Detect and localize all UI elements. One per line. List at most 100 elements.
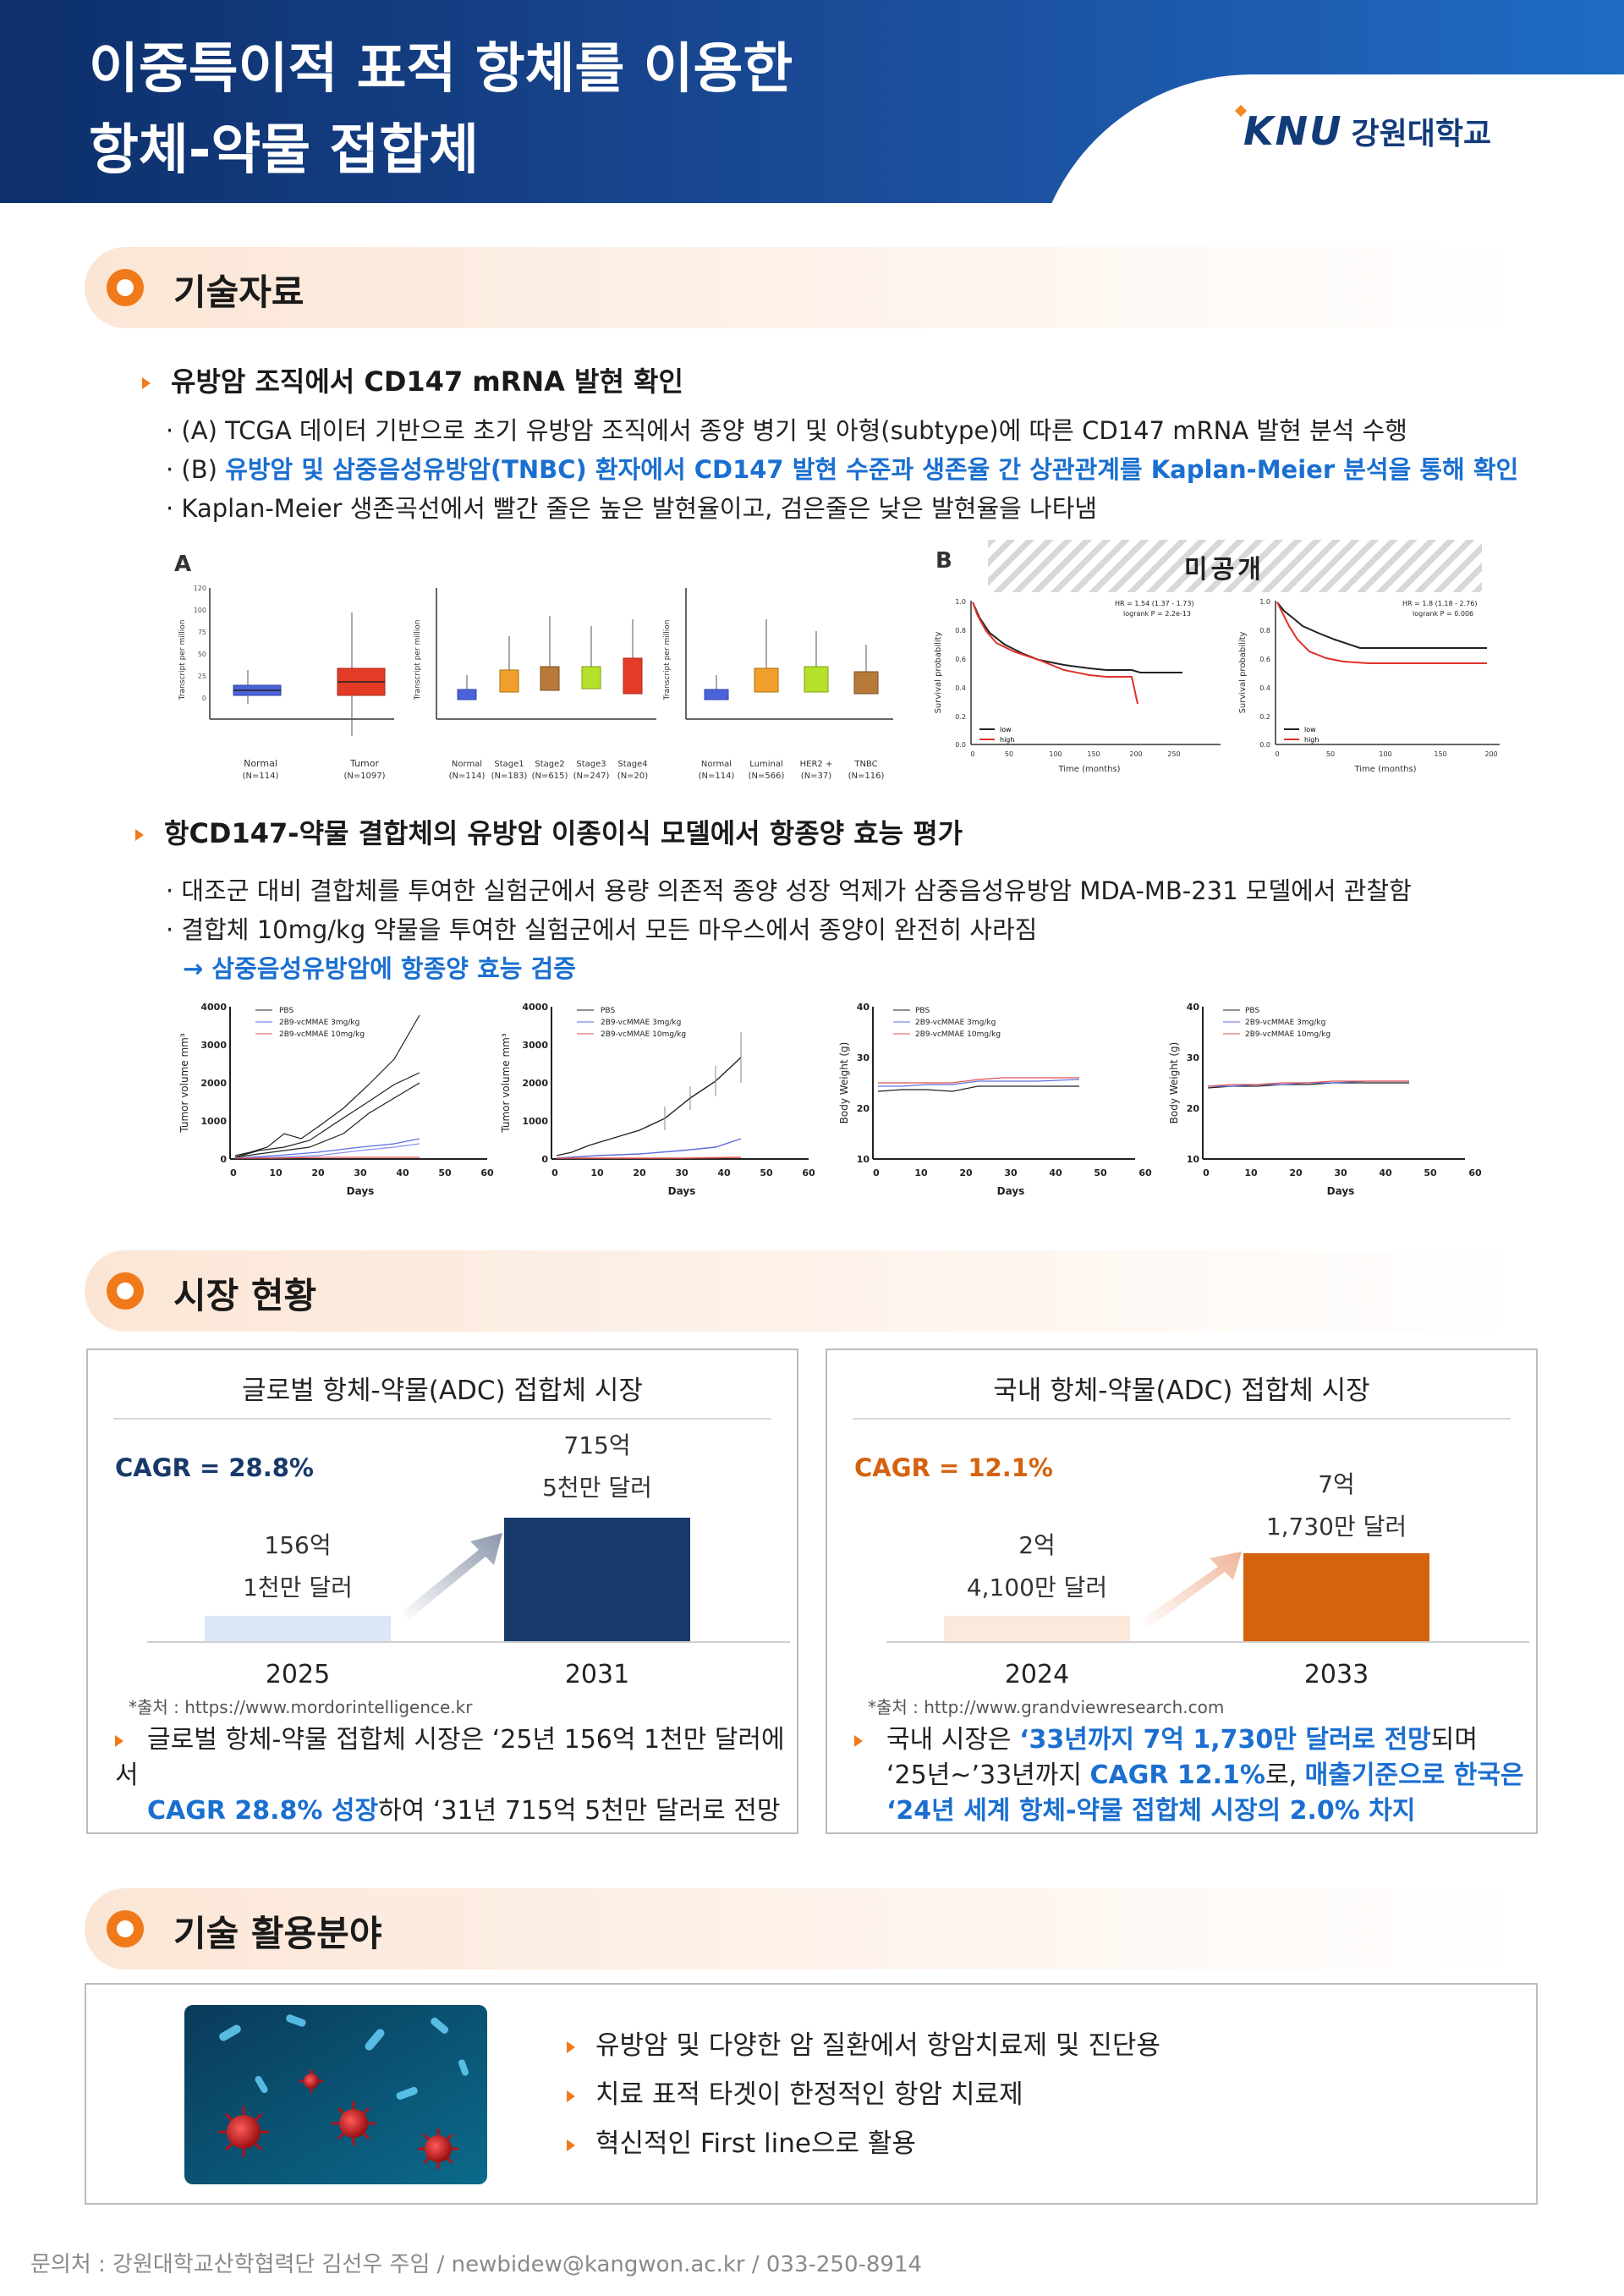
svg-text:0.2: 0.2 [955, 713, 966, 721]
svg-text:150: 150 [1087, 750, 1100, 758]
svg-text:Stage3: Stage3 [576, 760, 606, 769]
application-item: 혁신적인 First line으로 활용 [567, 2122, 916, 2160]
km-curve-breast: Survival probability 1.00.80.60.40.20.0 … [934, 598, 1221, 774]
svg-text:logrank P = 2.2e-13: logrank P = 2.2e-13 [1123, 610, 1191, 618]
cancer-cell-illustration [184, 2005, 487, 2184]
svg-text:60: 60 [480, 1167, 494, 1178]
title-line-1: 이중특이적 표적 항체를 이용한 [89, 38, 793, 101]
svg-text:Transcript per million: Transcript per million [178, 620, 187, 701]
svg-text:10: 10 [590, 1167, 604, 1178]
svg-text:30: 30 [675, 1167, 689, 1178]
tumor-volume-chart-2: Tumor volume mm³ 4000 3000 2000 1000 0 0 10 20… [500, 1002, 815, 1197]
university-logo: KNU 강원대학교 [1234, 104, 1492, 154]
global-market-summary: 글로벌 항체-약물 접합체 시장은 ‘25년 156억 1천만 달러에서 CAG… [115, 1725, 785, 1826]
svg-text:20: 20 [311, 1167, 325, 1178]
svg-text:10: 10 [1244, 1167, 1258, 1178]
growth-arrow-icon [1140, 1552, 1242, 1628]
svg-text:150: 150 [1434, 750, 1446, 758]
svg-text:0.4: 0.4 [955, 684, 966, 692]
header-banner: 이중특이적 표적 항체를 이용한 항체-약물 접합체 KNU 강원대학교 [0, 0, 1624, 203]
svg-text:40: 40 [1379, 1167, 1392, 1178]
svg-text:2B9-vcMMAE 3mg/kg: 2B9-vcMMAE 3mg/kg [1245, 1019, 1325, 1027]
svg-text:0.8: 0.8 [1259, 627, 1270, 634]
logo-text: 강원대학교 [1351, 117, 1492, 151]
svg-text:Survival probability: Survival probability [934, 631, 943, 713]
svg-text:0: 0 [202, 695, 206, 702]
svg-text:2B9-vcMMAE 3mg/kg: 2B9-vcMMAE 3mg/kg [279, 1019, 359, 1027]
svg-text:0: 0 [1203, 1167, 1210, 1178]
svg-text:75: 75 [198, 629, 206, 636]
svg-text:PBS: PBS [279, 1007, 294, 1015]
svg-text:2B9-vcMMAE 10mg/kg: 2B9-vcMMAE 10mg/kg [601, 1030, 686, 1039]
svg-text:(N=114): (N=114) [449, 772, 486, 781]
tumor-volume-chart-1: Tumor volume mm³ 4000 3000 2000 1000 0 0 10 20… [178, 1002, 494, 1197]
svg-text:10: 10 [1187, 1154, 1200, 1165]
svg-text:0.8: 0.8 [955, 627, 966, 634]
box-title: 국내 항체-약물(ADC) 접합체 시장 [993, 1376, 1370, 1406]
svg-text:2B9-vcMMAE 3mg/kg: 2B9-vcMMAE 3mg/kg [601, 1019, 681, 1027]
svg-text:0: 0 [873, 1167, 880, 1178]
svg-text:4000: 4000 [522, 1002, 548, 1013]
svg-text:2000: 2000 [522, 1078, 548, 1089]
svg-text:40: 40 [1049, 1167, 1062, 1178]
bar-2025 [205, 1616, 391, 1641]
bullet-heading-1: 유방암 조직에서 CD147 mRNA 발현 확인 [142, 360, 683, 399]
svg-text:10: 10 [857, 1154, 870, 1165]
svg-text:0: 0 [551, 1167, 558, 1178]
svg-text:0.6: 0.6 [1259, 656, 1270, 663]
svg-text:(N=183): (N=183) [491, 772, 528, 781]
svg-text:50: 50 [1005, 750, 1013, 758]
svg-text:3000: 3000 [522, 1040, 548, 1051]
text-line: · (A) TCGA 데이터 기반으로 초기 유방암 조직에서 종양 병기 및 … [166, 416, 1407, 445]
svg-text:60: 60 [802, 1167, 815, 1178]
svg-text:0.2: 0.2 [1259, 713, 1270, 721]
box-title: 글로벌 항체-약물(ADC) 접합체 시장 [242, 1376, 643, 1406]
svg-text:0.0: 0.0 [955, 741, 966, 749]
figure-xenograft-charts: Tumor volume mm³ 4000 3000 2000 1000 0 0 10 20… [174, 998, 1511, 1210]
svg-text:Normal: Normal [701, 760, 732, 769]
svg-text:low: low [1304, 726, 1316, 733]
section-circle-icon [107, 1272, 144, 1310]
svg-text:HER2 +: HER2 + [800, 760, 833, 769]
svg-text:20: 20 [1289, 1167, 1303, 1178]
svg-text:logrank P = 0.006: logrank P = 0.006 [1413, 610, 1473, 618]
bar-1-label: 156억 1천만 달러 [243, 1531, 353, 1601]
svg-text:Body Weight (g): Body Weight (g) [1168, 1042, 1180, 1124]
svg-text:(N=615): (N=615) [532, 772, 568, 781]
svg-text:50: 50 [1094, 1167, 1107, 1178]
domestic-market-box: 국내 항체-약물(ADC) 접합체 시장 CAGR = 12.1% 2억 4,10… [826, 1348, 1538, 1834]
svg-text:(N=37): (N=37) [801, 772, 831, 781]
svg-text:Transcript per million: Transcript per million [414, 620, 422, 701]
svg-text:2B9-vcMMAE 3mg/kg: 2B9-vcMMAE 3mg/kg [915, 1019, 996, 1027]
svg-text:Stage4: Stage4 [617, 760, 647, 769]
svg-text:3000: 3000 [200, 1040, 227, 1051]
section-title: 시장 현황 [173, 1275, 317, 1316]
svg-text:50: 50 [760, 1167, 773, 1178]
svg-text:TNBC: TNBC [853, 760, 877, 769]
svg-text:50: 50 [438, 1167, 452, 1178]
bar-2024 [944, 1616, 1130, 1641]
svg-text:50: 50 [198, 651, 206, 658]
section-title: 기술자료 [173, 272, 304, 313]
svg-text:60: 60 [1468, 1167, 1482, 1178]
svg-text:0.6: 0.6 [955, 656, 966, 663]
svg-text:40: 40 [396, 1167, 409, 1178]
boxplot-subtypes: Transcript per million Normal (N=114) Lum… [663, 588, 893, 781]
year-label: 2031 [564, 1660, 630, 1689]
svg-text:(N=1097): (N=1097) [343, 772, 385, 781]
svg-text:(N=114): (N=114) [243, 772, 279, 781]
svg-text:2B9-vcMMAE 10mg/kg: 2B9-vcMMAE 10mg/kg [915, 1030, 1001, 1039]
svg-text:0: 0 [220, 1154, 227, 1165]
svg-text:Transcript per million: Transcript per million [663, 620, 672, 701]
svg-text:100: 100 [1379, 750, 1391, 758]
svg-text:20: 20 [1187, 1103, 1200, 1114]
boxplot-normal-vs-tumor: Transcript per million 120 100 75 50 25 0 Nor… [178, 585, 394, 781]
svg-text:30: 30 [354, 1167, 367, 1178]
svg-text:10: 10 [914, 1167, 928, 1178]
svg-text:Time (months): Time (months) [1353, 765, 1416, 774]
svg-text:HR = 1.54 (1.37 - 1.73): HR = 1.54 (1.37 - 1.73) [1115, 600, 1194, 607]
text-line: · Kaplan-Meier 생존곡선에서 빨간 줄은 높은 발현율이고, 검은… [166, 494, 1098, 523]
growth-arrow-icon [401, 1533, 502, 1619]
